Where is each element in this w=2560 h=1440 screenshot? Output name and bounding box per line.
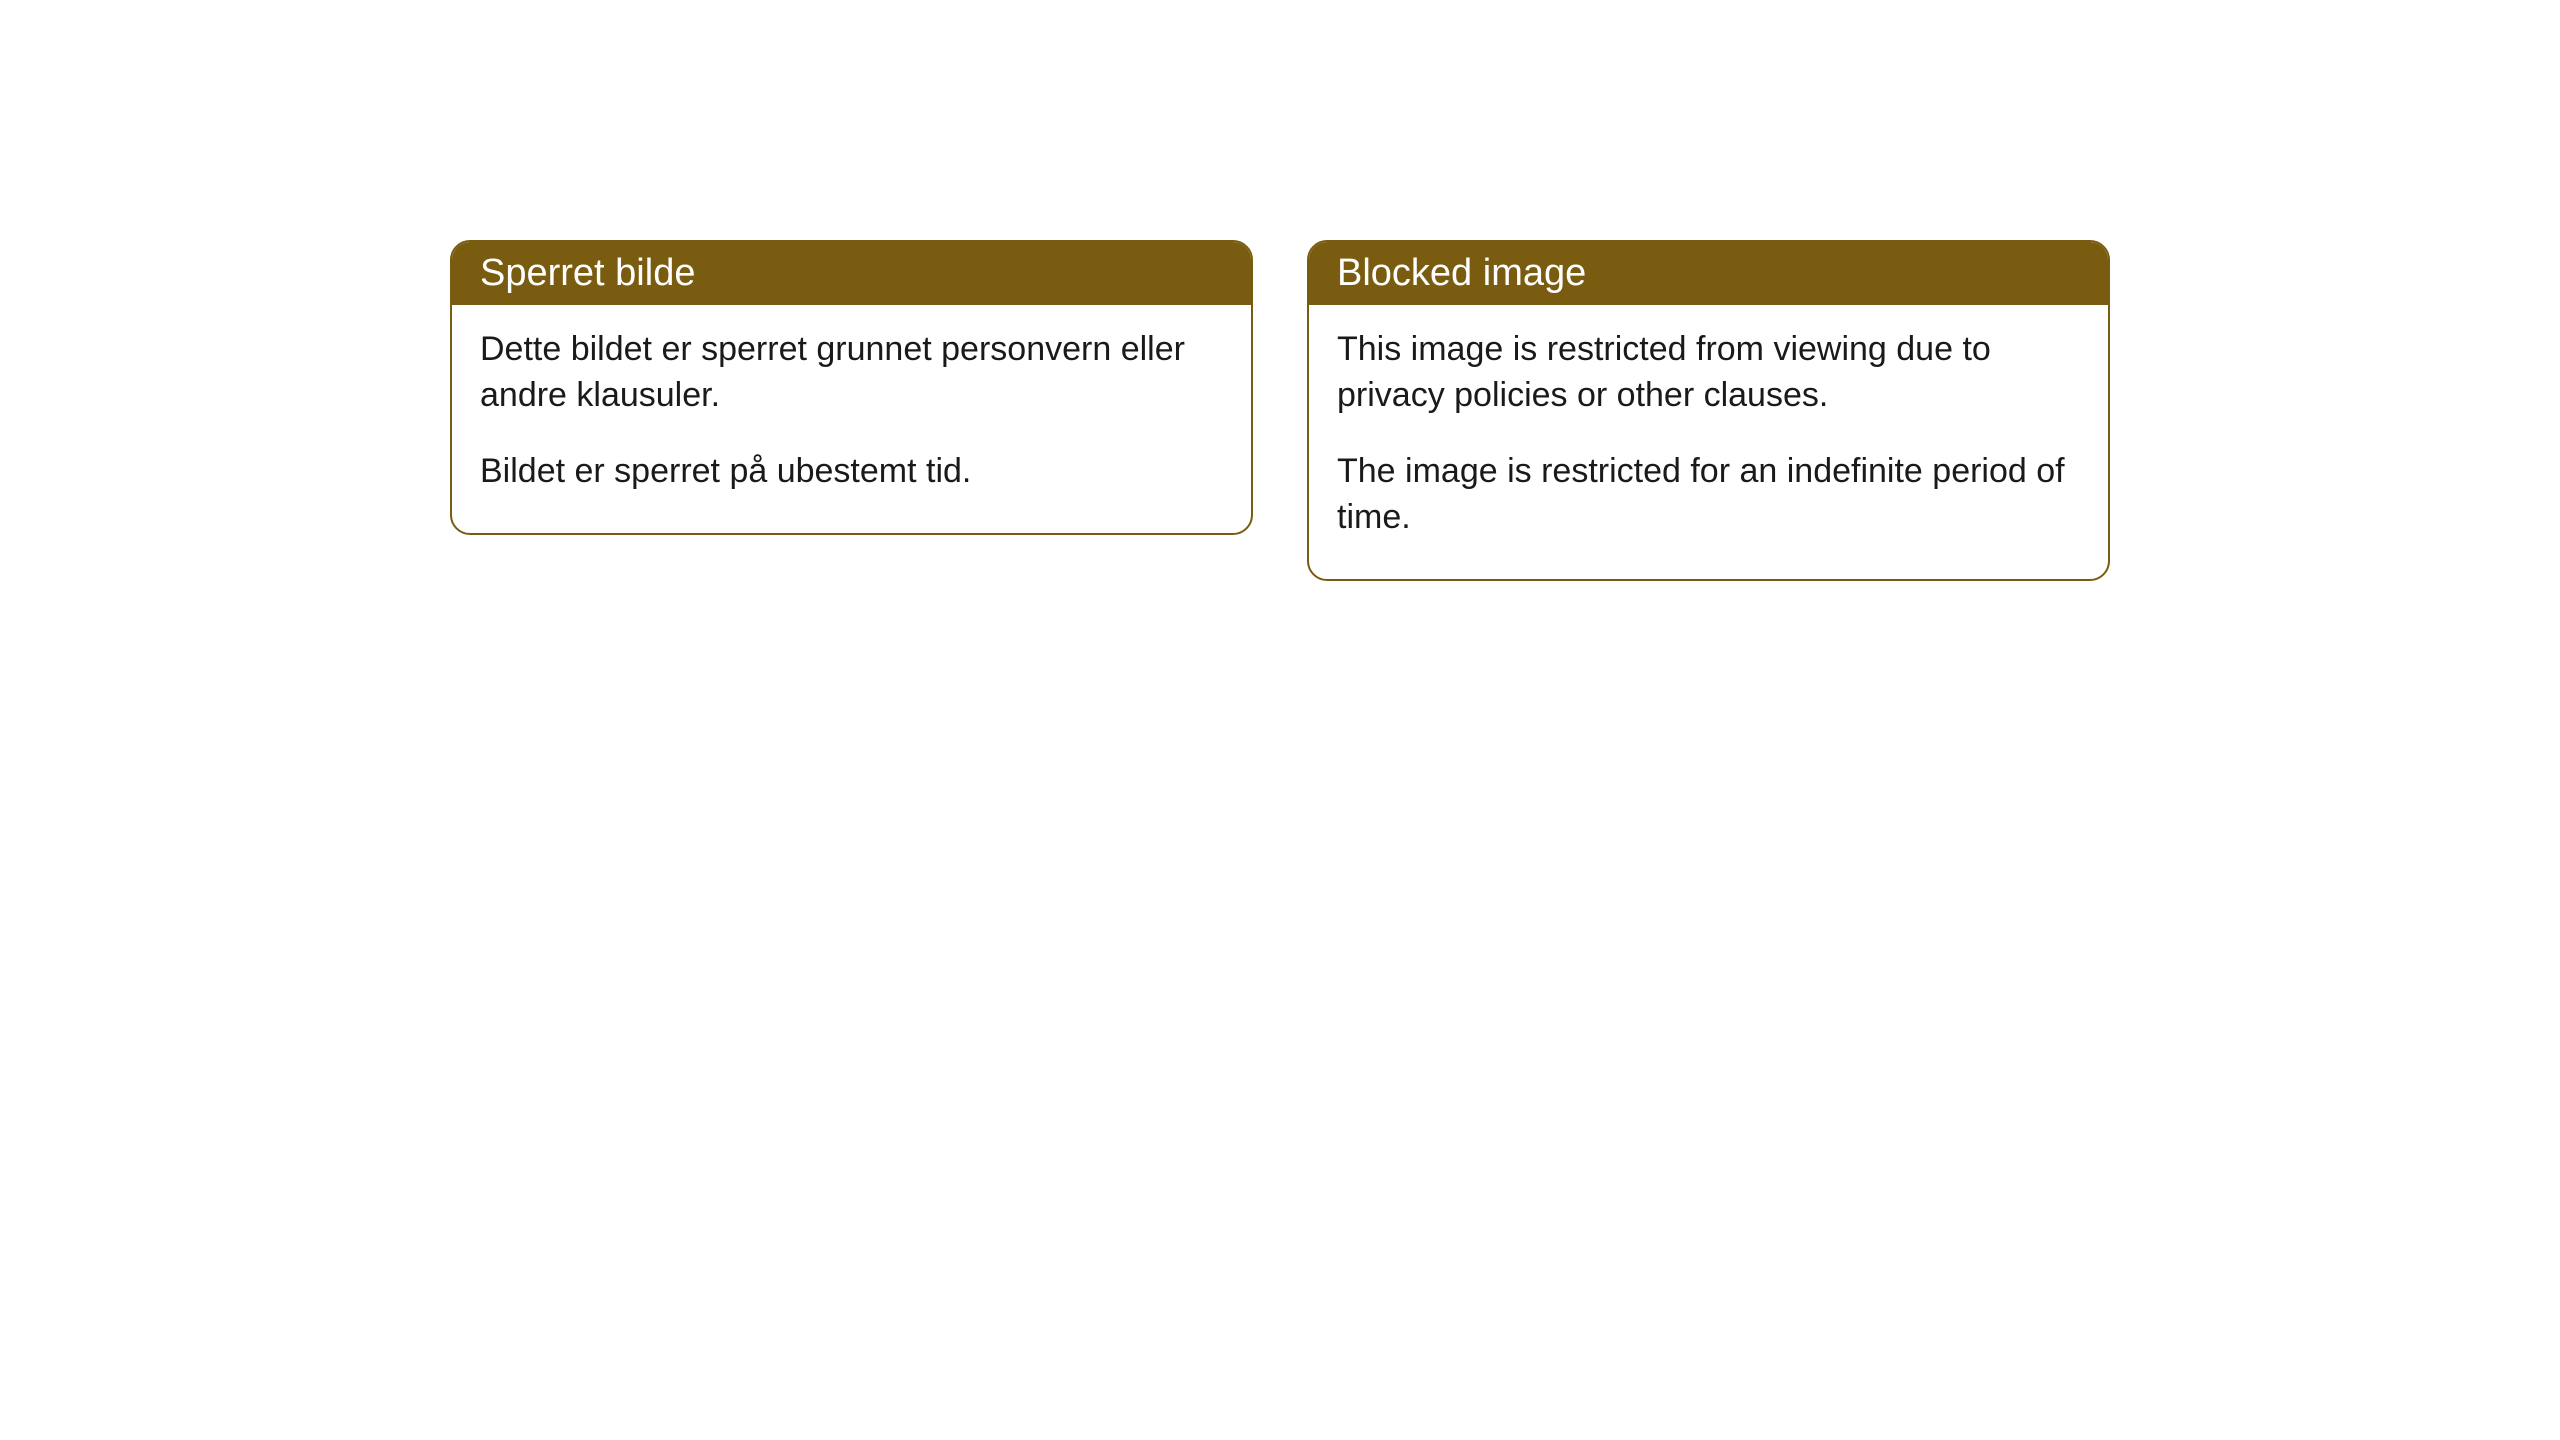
card-title: Blocked image — [1337, 252, 1586, 294]
card-header-english: Blocked image — [1309, 242, 2108, 305]
notice-container: Sperret bilde Dette bildet er sperret gr… — [0, 0, 2560, 821]
card-title: Sperret bilde — [480, 252, 695, 294]
notice-card-norwegian: Sperret bilde Dette bildet er sperret gr… — [450, 240, 1253, 535]
card-text-paragraph-2: The image is restricted for an indefinit… — [1337, 449, 2080, 541]
card-body-english: This image is restricted from viewing du… — [1309, 305, 2108, 579]
card-text-paragraph-1: Dette bildet er sperret grunnet personve… — [480, 327, 1223, 419]
notice-card-english: Blocked image This image is restricted f… — [1307, 240, 2110, 581]
card-text-paragraph-2: Bildet er sperret på ubestemt tid. — [480, 449, 1223, 495]
card-header-norwegian: Sperret bilde — [452, 242, 1251, 305]
card-body-norwegian: Dette bildet er sperret grunnet personve… — [452, 305, 1251, 533]
card-text-paragraph-1: This image is restricted from viewing du… — [1337, 327, 2080, 419]
